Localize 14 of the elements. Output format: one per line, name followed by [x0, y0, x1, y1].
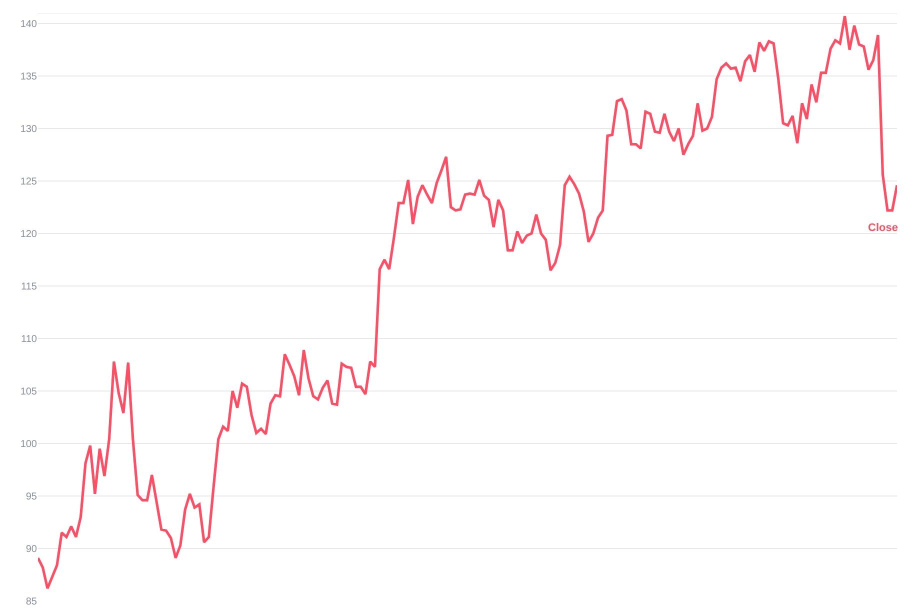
y-tick-label: 95: [26, 492, 38, 502]
y-tick-label: 130: [20, 124, 38, 135]
y-tick-label: 120: [20, 229, 38, 240]
y-tick-label: 115: [21, 282, 38, 292]
y-tick-label: 100: [20, 439, 38, 450]
line-series: [38, 14, 897, 590]
y-tick-label: 105: [20, 386, 38, 398]
y-tick-label: 125: [20, 176, 38, 188]
y-tick-label: 140: [20, 19, 38, 30]
series-label: Close: [868, 222, 898, 234]
y-tick-label: 85: [26, 596, 38, 608]
y-tick-label: 90: [26, 544, 38, 555]
y-tick-label: 135: [20, 72, 38, 82]
y-tick-label: 110: [21, 334, 38, 345]
